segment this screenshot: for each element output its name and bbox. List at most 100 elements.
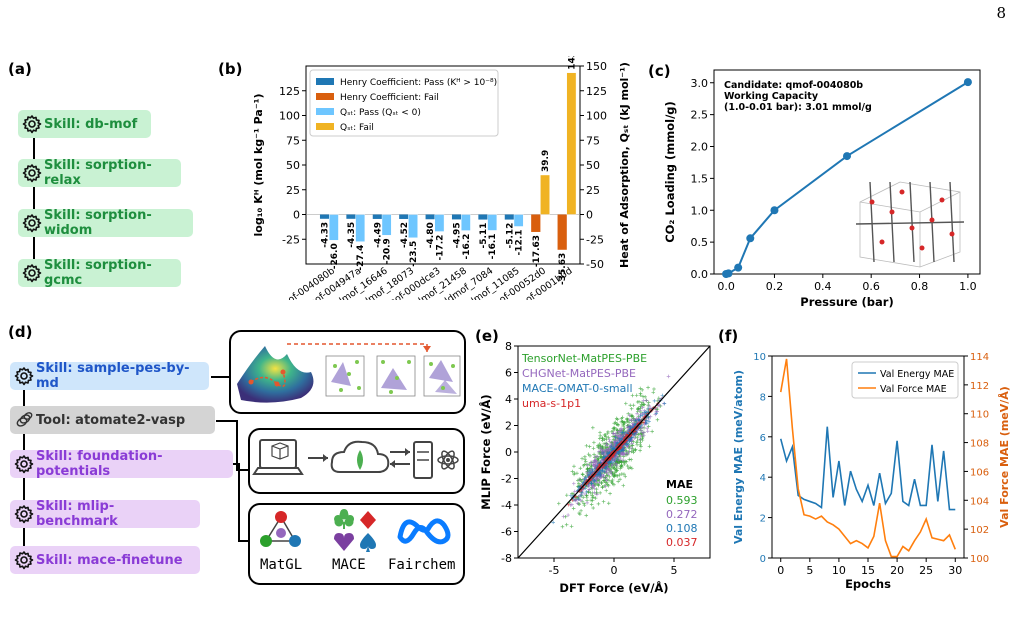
y-tick-label: 125	[279, 85, 300, 98]
laptop-icon	[252, 439, 304, 475]
bar-value-label: 143.2	[567, 56, 577, 70]
y-axis-label: MLIP Force (eV/Å)	[478, 394, 493, 509]
y2-tick-label: 106	[970, 467, 989, 478]
isotherm-point	[746, 234, 755, 243]
x-tick-label: 0.6	[862, 280, 880, 293]
y-tick-label: 1.0	[691, 204, 709, 217]
plot-frame	[713, 69, 981, 275]
y2-tick-label: 0	[586, 209, 593, 222]
x-tick-label: 5	[671, 564, 678, 577]
bar-value-label: -27.4	[356, 245, 366, 271]
y-axis-label: log₁₀ Kᴴ (mol kg⁻¹ Pa⁻¹)	[252, 94, 265, 237]
atom-icon	[437, 450, 459, 470]
legend-label: Val Force MAE	[880, 384, 947, 395]
matgl-label: MatGL	[260, 557, 303, 573]
pes-surface	[237, 346, 314, 403]
mae-value: 0.593	[666, 494, 698, 507]
y-tick-label: 75	[286, 134, 300, 147]
bar-ddmof_18073-0	[399, 214, 409, 219]
y-tick-label: 10	[753, 352, 766, 363]
structure-snapshot-3	[423, 355, 461, 397]
gear-icon	[22, 163, 42, 183]
y-tick-label: -4	[501, 499, 512, 512]
legend-swatch	[316, 93, 334, 100]
gear-icon	[22, 263, 42, 283]
y2-tick-label: -50	[586, 258, 604, 271]
mof-structure-illustration	[855, 181, 965, 268]
annotation-text: Candidate: qmof-004080b	[724, 80, 863, 91]
y-tick-label: 2	[760, 514, 766, 525]
series-name: MACE-OMAT-0-small	[522, 382, 633, 395]
y-tick-label: 1.5	[691, 172, 709, 185]
gear-icon	[14, 550, 34, 570]
mace-label: MACE	[332, 557, 366, 573]
bar-value-label: -20.9	[383, 238, 393, 264]
y-tick-label: -2	[501, 473, 512, 486]
y-tick-label: 0	[505, 446, 512, 459]
vasp-workflow-box	[248, 428, 465, 494]
bar-ddmof_21458-2	[460, 214, 471, 231]
bar-qmof-00052d0-3	[540, 174, 550, 215]
skill-label: Skill: sorption-relax	[44, 158, 152, 188]
x-tick-label: 0.2	[766, 280, 784, 293]
bar-ddmof_21458-0	[451, 214, 462, 220]
x-tick-label: 15	[861, 564, 875, 577]
y-tick-label: -8	[501, 552, 512, 565]
co2-isotherm-chart: 0.0 0.2 0.4 0.6 0.8 1.0 0.0 0.5 1.0 1.5 2.0 2.5 3.0 C…	[663, 69, 981, 308]
vasp-workflow-illustration	[252, 439, 459, 479]
isotherm-point	[963, 78, 972, 87]
bar-value-label: 39.9	[541, 150, 551, 172]
panel-label-b: (b)	[218, 60, 243, 78]
gear-icon	[14, 366, 34, 386]
item-label: Skill: mlip-benchmark	[36, 499, 118, 529]
x-tick-label: 1.0	[959, 280, 977, 293]
mace-logo	[334, 509, 376, 552]
connector-vasp-h1	[216, 420, 238, 422]
x-tick-label: 30	[948, 564, 962, 577]
skill-label: Skill: sorption-gcmc	[44, 258, 152, 288]
y-tick-label: 2.0	[691, 141, 709, 154]
x-tick-label: -5	[549, 564, 560, 577]
connector-vasp-h2	[236, 469, 248, 471]
bar-qmof-000dce3-0	[425, 214, 435, 220]
x-tick-label: 10	[832, 564, 846, 577]
x-tick-label: 0	[777, 564, 784, 577]
mae-value: 0.272	[666, 508, 698, 521]
cloud-icon	[330, 440, 390, 473]
y2-tick-label: 102	[970, 525, 989, 536]
bar-value-label: -4.52	[400, 222, 410, 248]
pes-sampling-box	[229, 330, 466, 414]
y2-tick-label: 25	[586, 184, 600, 197]
x-axis-label: Pressure (bar)	[800, 295, 893, 308]
y2-tick-label: 104	[970, 496, 989, 507]
mae-title: MAE	[666, 478, 693, 491]
y-tick-label: 8	[760, 392, 766, 403]
panel-label-f: (f)	[718, 327, 739, 345]
y-tick-label: 6	[505, 367, 512, 380]
item-label: Skill: mace-finetune	[36, 552, 183, 568]
y-tick-label: 3.0	[691, 77, 709, 90]
bar-ddmof_16646-2	[381, 214, 392, 236]
gear-icon	[22, 114, 42, 134]
y-tick-label: 4	[760, 473, 766, 484]
y-tick-label: 25	[286, 184, 300, 197]
bar-qmof-000dce3-2	[434, 214, 445, 232]
connector-fp-h1	[233, 463, 239, 465]
legend-label: Val Energy MAE	[880, 369, 954, 380]
isotherm-point	[770, 206, 779, 215]
bar-ddmof_7084-2	[487, 214, 498, 231]
y-tick-label: 2	[505, 420, 512, 433]
y-tick-label: 100	[279, 110, 300, 123]
x-tick-label: 25	[919, 564, 933, 577]
server-icon	[413, 441, 433, 479]
bar-value-label: -16.2	[462, 234, 472, 260]
force-parity-chart: -5 0 5 -8 -6 -4 -2 0 2 4 6 8 TensorNet-MatPES-PBE CHG…	[478, 340, 711, 595]
panel-label-a: (a)	[8, 60, 32, 78]
force-mae-line	[779, 358, 957, 558]
connector-fp-v	[238, 463, 240, 541]
bar-value-label: -17.2	[435, 235, 445, 261]
x-axis-label: Epochs	[845, 577, 891, 591]
energy-mae-line	[779, 426, 956, 511]
bar-value-label: -12.1	[515, 229, 525, 255]
x-tick-label: 0.0	[717, 280, 735, 293]
